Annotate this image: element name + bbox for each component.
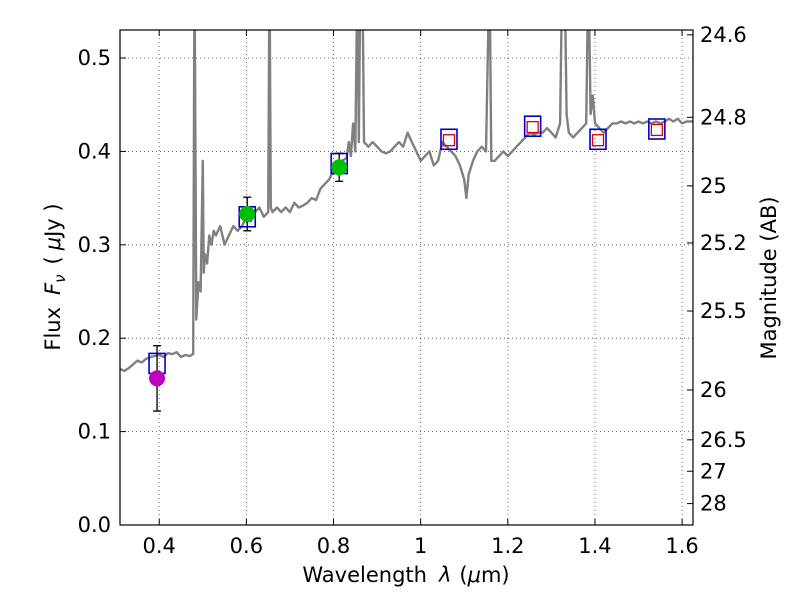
upper-limit-square: [591, 134, 605, 147]
upper-limit-square: [526, 120, 539, 134]
plot-area: [120, 30, 693, 412]
model-photometry-square: [440, 128, 458, 151]
y2-tick-label: 26.5: [700, 428, 747, 452]
y2-tick-label: 24.6: [700, 23, 747, 47]
x-tick-label: 0.4: [143, 534, 176, 558]
y-tick-label: 0.4: [78, 139, 111, 163]
x-tick-label: 0.6: [230, 534, 263, 558]
y-tick-label: 0.1: [78, 420, 111, 444]
y-tick-label: 0.0: [78, 513, 111, 537]
y2-axis-ticks: 24.6 24.8 25 25.2 25.5 26 26.5 27 28: [687, 23, 747, 516]
y2-tick-label: 26: [700, 378, 727, 402]
detection-point: [239, 205, 256, 222]
y-tick-label: 0.2: [78, 326, 111, 350]
x-tick-label: 0.8: [317, 534, 350, 558]
detection-markers: [149, 159, 348, 387]
x-tick-label: 1.4: [578, 534, 611, 558]
x-tick-label: 1.6: [665, 534, 698, 558]
axes-frame: [119, 29, 694, 526]
y2-tick-label: 25.2: [700, 231, 747, 255]
detection-point: [149, 370, 166, 387]
grid-layer: [120, 30, 693, 526]
model-spectrum-line: [120, 30, 693, 373]
x-tick-label: 1.2: [491, 534, 524, 558]
error-bars: [153, 152, 344, 412]
y2-tick-label: 28: [700, 492, 727, 516]
y-tick-label: 0.5: [78, 46, 111, 70]
y2-axis-label: Magnitude (AB): [757, 196, 781, 359]
upper-limit-square: [650, 123, 663, 137]
x-tick-label: 1: [414, 534, 427, 558]
upper-limit-square: [442, 134, 456, 147]
x-axis-label: Wavelength λ (μm): [302, 563, 509, 587]
detection-point: [331, 159, 348, 176]
y-axis-label: FluxFν(μJy ): [41, 203, 69, 350]
model-photometry-markers: [148, 115, 666, 375]
model-photometry-square: [648, 118, 666, 140]
y2-tick-label: 27: [700, 459, 727, 483]
x-axis-ticks: 0.4 0.6 0.8 1 1.2 1.4 1.6: [143, 30, 699, 558]
y-axis-ticks: 0.0 0.1 0.2 0.3 0.4 0.5: [78, 46, 126, 537]
upper-limit-markers: [442, 120, 663, 147]
model-photometry-square: [589, 128, 607, 151]
y2-tick-label: 25.5: [700, 299, 747, 323]
y2-tick-label: 25: [700, 174, 727, 198]
y-tick-label: 0.3: [78, 233, 111, 257]
model-photometry-square: [523, 115, 542, 137]
y2-tick-label: 24.8: [700, 105, 747, 129]
